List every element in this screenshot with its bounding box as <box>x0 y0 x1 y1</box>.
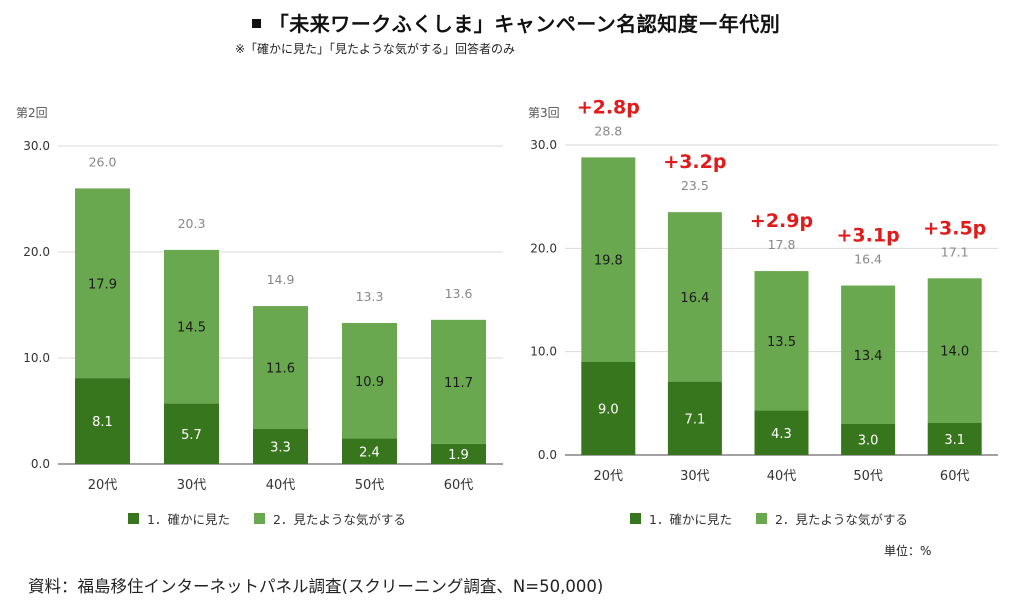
total-label: 17.1 <box>941 244 969 259</box>
y-tick-label: 10.0 <box>23 351 50 365</box>
x-tick-label: 20代 <box>88 478 118 493</box>
data-label-series2: 11.6 <box>266 362 295 377</box>
x-tick-label: 40代 <box>767 469 797 484</box>
data-label-series1: 3.0 <box>858 434 879 449</box>
legend-label-series1: 1．確かに見た <box>147 512 230 527</box>
y-tick-label: 0.0 <box>538 448 557 462</box>
bar-series2 <box>841 285 896 424</box>
bar-series1 <box>253 429 308 464</box>
x-tick-label: 60代 <box>940 469 970 484</box>
delta-label: +3.1p <box>837 225 900 247</box>
data-label-series2: 11.7 <box>444 376 473 391</box>
chart-svg-round3: 第3回 0.0 10.0 20.0 30.0 9.0 19.8 28.8 +2.8p 20代 7.1… <box>528 96 998 484</box>
bar-series2 <box>667 212 722 382</box>
legend-swatch-series1 <box>630 513 641 524</box>
total-label: 13.3 <box>356 289 384 304</box>
bar-series2 <box>581 157 636 362</box>
chart-title: 「未来ワークふくしま」キャンペーン名認知度ー年代別 <box>0 8 1032 37</box>
y-tick-label: 30.0 <box>23 139 50 153</box>
delta-label: +3.5p <box>923 217 986 239</box>
chart-panel-round3: 第3回 0.0 10.0 20.0 30.0 9.0 19.8 28.8 +2.8p 20代 7.1… <box>520 95 1020 545</box>
legend-item-series1: 1．確かに見た <box>128 509 230 528</box>
x-tick-label: 50代 <box>853 469 883 484</box>
total-label: 17.8 <box>768 237 796 252</box>
x-tick-label: 50代 <box>355 478 385 493</box>
chart-title-text: 「未来ワークふくしま」キャンペーン名認知度ー年代別 <box>268 12 781 36</box>
total-label: 28.8 <box>594 123 622 138</box>
legend-round2: 1．確かに見た 2．見たような気がする <box>128 509 430 528</box>
legend-label-series2: 2．見たような気がする <box>272 512 406 527</box>
chart-subtitle: ※「確かに見た」「見たような気がする」回答者のみ <box>235 42 516 56</box>
bar-series1 <box>754 410 809 455</box>
data-label-series2: 13.5 <box>767 335 796 350</box>
y-tick-label: 0.0 <box>31 457 50 471</box>
delta-label: +2.9p <box>750 210 813 232</box>
source-note: 資料：福島移住インターネットパネル調査(スクリーニング調査、N=50,000) <box>28 577 604 596</box>
bar-series1 <box>581 362 636 455</box>
bar-series2 <box>164 249 219 404</box>
bar-series2 <box>342 323 397 439</box>
legend-label-series1: 1．確かに見た <box>649 512 732 527</box>
panel-label: 第3回 <box>528 106 560 120</box>
bar-series1 <box>841 424 896 455</box>
bar-series2 <box>75 188 130 379</box>
chart-panel-round2: 第2回 0.0 10.0 20.0 30.0 8.1 17.9 26.0 20代 5.7 14.5 2… <box>10 95 510 545</box>
delta-label: +3.2p <box>663 151 726 173</box>
delta-label: +2.8p <box>577 96 640 118</box>
data-label-series1: 2.4 <box>359 445 380 460</box>
bar-series1 <box>342 438 397 464</box>
unit-note: 単位：% <box>884 544 932 558</box>
x-tick-label: 30代 <box>680 469 710 484</box>
data-label-series1: 1.9 <box>448 448 469 463</box>
legend-item-series2: 2．見たような気がする <box>253 509 406 528</box>
x-tick-label: 40代 <box>266 478 296 493</box>
data-label-series1: 8.1 <box>92 415 113 430</box>
total-label: 14.9 <box>267 272 295 287</box>
legend-swatch-series1 <box>128 513 139 524</box>
bar-series1 <box>431 443 486 464</box>
data-label-series1: 5.7 <box>181 428 202 443</box>
data-label-series2: 10.9 <box>355 375 384 390</box>
bar-series2 <box>253 306 308 430</box>
total-label: 26.0 <box>89 154 117 169</box>
panel-label: 第2回 <box>16 106 48 120</box>
y-tick-label: 30.0 <box>530 138 557 152</box>
data-label-series1: 4.3 <box>771 427 792 442</box>
legend-item-series1: 1．確かに見た <box>630 509 732 528</box>
total-label: 20.3 <box>178 216 206 231</box>
bar-series1 <box>164 403 219 464</box>
legend-swatch-series2 <box>253 513 265 524</box>
y-tick-label: 20.0 <box>530 241 557 255</box>
legend-label-series2: 2．見たような気がする <box>774 512 908 527</box>
total-label: 23.5 <box>681 178 709 193</box>
total-label: 16.4 <box>854 252 882 267</box>
y-tick-label: 10.0 <box>530 345 557 359</box>
x-tick-label: 60代 <box>444 478 474 493</box>
chart-svg-round2: 第2回 0.0 10.0 20.0 30.0 8.1 17.9 26.0 20代 5.7 14.5 2… <box>16 106 503 493</box>
bar-series2 <box>754 271 809 411</box>
bar-series1 <box>75 378 130 464</box>
data-label-series1: 3.1 <box>944 433 965 448</box>
data-label-series1: 9.0 <box>598 403 619 418</box>
data-label-series1: 7.1 <box>685 412 706 427</box>
bar-series2 <box>927 278 982 423</box>
data-label-series2: 13.4 <box>854 349 883 364</box>
data-label-series2: 14.5 <box>177 321 206 336</box>
y-tick-label: 20.0 <box>23 245 50 259</box>
data-label-series2: 14.0 <box>940 345 969 360</box>
x-tick-label: 30代 <box>177 478 207 493</box>
legend-item-series2: 2．見たような気がする <box>755 509 908 528</box>
data-label-series1: 3.3 <box>270 441 291 456</box>
bar-series1 <box>667 381 722 455</box>
legend-round3: 1．確かに見た 2．見たような気がする <box>630 509 932 528</box>
bar-series2 <box>431 319 486 444</box>
bar-series1 <box>927 422 982 455</box>
data-label-series2: 16.4 <box>680 291 709 306</box>
total-label: 13.6 <box>445 286 473 301</box>
legend-swatch-series2 <box>755 513 767 524</box>
x-tick-label: 20代 <box>594 469 624 484</box>
data-label-series2: 17.9 <box>88 277 117 292</box>
data-label-series2: 19.8 <box>594 254 623 269</box>
bullet-square-icon <box>251 19 261 28</box>
